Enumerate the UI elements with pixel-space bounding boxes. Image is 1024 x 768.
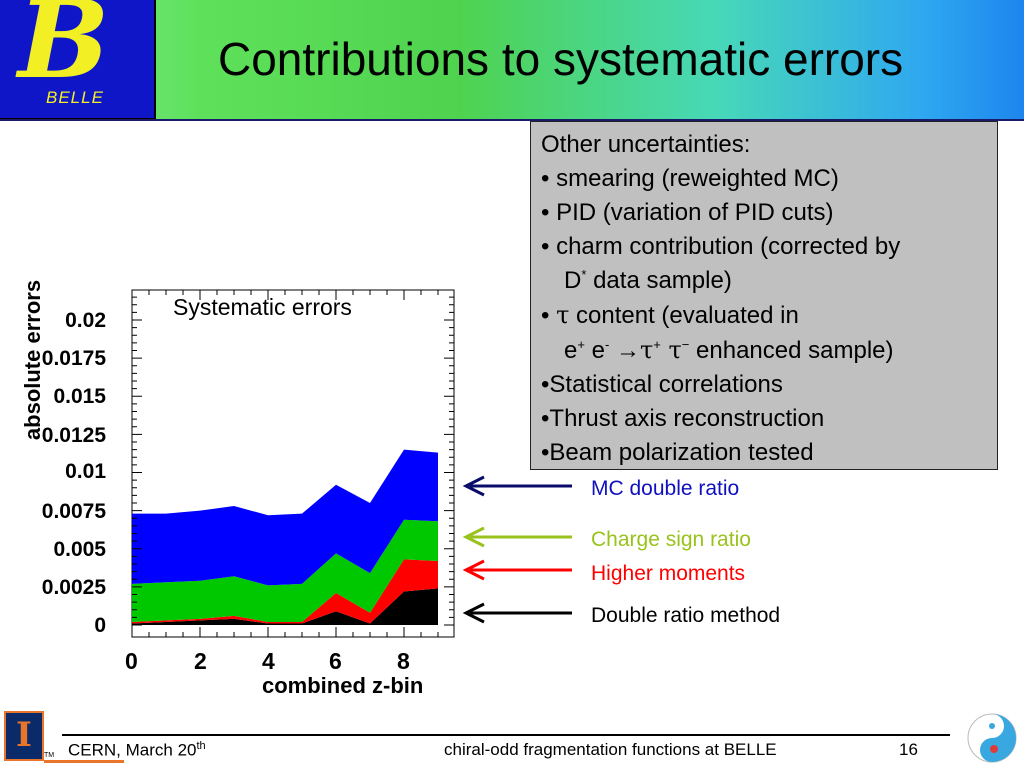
belle-logo-letter: B (18, 0, 110, 103)
text: e (584, 337, 605, 364)
superscript: th (196, 740, 206, 752)
superscript: + (653, 337, 661, 352)
tau-symbol: τ (639, 336, 654, 364)
uncertainty-item-continuation: D* data sample) (541, 264, 987, 298)
y-tick-label: 0.0175 (41, 347, 106, 370)
slide-title: Contributions to systematic errors (218, 33, 904, 85)
trademark-text: TM (44, 752, 55, 759)
y-tick-label: 0.0125 (41, 424, 106, 447)
uncertainties-heading: Other uncertainties: (541, 131, 751, 158)
arrow-left-icon-charge (462, 526, 572, 548)
area-series-higher-moments (132, 559, 438, 624)
uncertainty-item: •Thrust axis reconstruction (541, 405, 825, 432)
tau-symbol: τ (556, 301, 570, 329)
text: content (evaluated in (569, 302, 799, 329)
text: data sample) (586, 267, 732, 294)
x-tick-label: 0 (125, 648, 138, 674)
uncertainty-item: • PID (variation of PID cuts) (541, 199, 834, 226)
legend-higher-moments: Higher moments (591, 562, 746, 585)
footer-page-number: 16 (899, 740, 918, 759)
footer-location-text: CERN, March 20 (68, 740, 197, 760)
uncertainty-item: •Beam polarization tested (541, 439, 814, 466)
area-series-charge-sign-ratio (132, 519, 438, 622)
uncertainty-item: • smearing (reweighted MC) (541, 165, 839, 192)
footer-talk-title: chiral-odd fragmentation functions at BE… (444, 740, 777, 759)
legend-double-ratio-method: Double ratio method (591, 604, 781, 627)
text: enhanced sample) (689, 337, 894, 364)
y-tick-label: 0.0075 (41, 500, 106, 523)
chart-x-axis-label: combined z-bin (262, 673, 424, 698)
other-uncertainties-box: Other uncertainties: • smearing (reweigh… (530, 121, 998, 470)
uncertainty-item: • τ content (evaluated in (541, 298, 987, 333)
arrow-left-icon-higher (462, 559, 572, 581)
legend-mc-double-ratio: MC double ratio (591, 477, 740, 500)
y-tick-label: 0.01 (65, 460, 106, 483)
legend-charge-sign-ratio: Charge sign ratio (591, 528, 751, 551)
arrow-left-icon-double (462, 602, 572, 624)
area-series-mc-double-ratio (132, 449, 438, 586)
footer-divider (62, 734, 950, 736)
footer-accent-bar (44, 760, 124, 763)
belle-logo: B BELLE (0, 0, 156, 120)
uncertainty-item: •Statistical correlations (541, 371, 783, 398)
arrow-symbol: → (609, 337, 640, 364)
footer-location: CERN, March 20th (68, 740, 206, 761)
y-tick-label: 0.015 (53, 385, 106, 408)
area-series-double-ratio-method (132, 588, 438, 625)
text: e (564, 337, 578, 364)
superscript: − (681, 337, 690, 352)
x-tick-label: 8 (397, 648, 410, 674)
slide-header: B BELLE Contributions to systematic erro… (0, 0, 1024, 120)
chart-title: Systematic errors (173, 294, 352, 320)
x-tick-label: 6 (329, 648, 342, 674)
superscript: + (577, 337, 585, 352)
uncertainty-item-continuation: e+ e- →τ+ τ− enhanced sample) (541, 333, 987, 368)
yin-yang-logo-icon (967, 713, 1017, 763)
text-d: D (564, 267, 582, 294)
uncertainty-item: • charm contribution (corrected by (541, 233, 901, 260)
y-tick-label: 0.0025 (41, 576, 106, 599)
y-tick-label: 0.02 (65, 309, 106, 332)
belle-logo-text: BELLE (46, 88, 104, 107)
superscript: * (581, 267, 587, 282)
arrow-left-icon-mc (462, 475, 572, 497)
systematic-errors-chart (131, 289, 455, 638)
x-tick-label: 4 (262, 648, 275, 674)
y-tick-label: 0 (94, 614, 106, 637)
illinois-logo: I (4, 711, 44, 761)
bullet: • (541, 302, 557, 329)
y-tick-label: 0.005 (53, 538, 106, 561)
x-tick-label: 2 (194, 648, 207, 674)
header-divider (0, 119, 1024, 121)
tau-symbol: τ (660, 336, 682, 364)
superscript: - (604, 337, 610, 352)
